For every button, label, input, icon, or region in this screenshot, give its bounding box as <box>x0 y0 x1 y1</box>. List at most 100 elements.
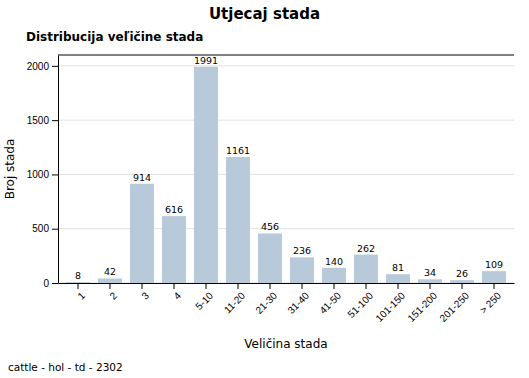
y-tick: 0 <box>43 278 58 289</box>
data-label: 26 <box>456 268 468 279</box>
grid-line <box>58 65 514 66</box>
x-tick-label: 51-100 <box>345 290 375 320</box>
y-tick-mark <box>52 174 58 175</box>
x-tick-mark <box>174 283 175 289</box>
bar <box>194 67 218 283</box>
grid-line <box>58 283 514 284</box>
bar <box>418 279 442 283</box>
data-label: 140 <box>325 256 343 267</box>
y-tick-mark <box>52 229 58 230</box>
y-axis-line <box>58 56 59 284</box>
bar <box>354 255 378 283</box>
x-tick-label: 31-40 <box>285 290 311 316</box>
grid-line <box>58 174 514 175</box>
y-tick: 2000 <box>27 61 58 72</box>
x-tick-mark <box>302 283 303 289</box>
x-axis: 1 2 3 4 5-10 11-2021-3031-4041-5051-100101-15… <box>59 283 515 324</box>
subtitle: Distribucija veľičine stada <box>26 30 203 44</box>
x-tick: 1 <box>75 283 87 302</box>
data-label: 1991 <box>194 55 218 66</box>
x-tick: 151-200 <box>405 283 439 324</box>
x-tick: 51-100 <box>345 283 375 320</box>
x-tick-mark <box>494 283 495 289</box>
data-label: 81 <box>392 262 404 273</box>
y-tick-label: 1500 <box>27 115 50 126</box>
x-tick: 101-150 <box>373 283 407 324</box>
y-tick-label: 0 <box>43 278 49 289</box>
bar <box>322 268 346 283</box>
x-tick-mark <box>238 283 239 289</box>
y-tick-label: 2000 <box>27 61 50 72</box>
bar <box>290 257 314 283</box>
y-tick-label: 1000 <box>27 169 50 180</box>
y-tick: 1500 <box>27 115 58 126</box>
x-tick-mark <box>366 283 367 289</box>
bar <box>482 271 506 283</box>
data-label: 456 <box>261 221 279 232</box>
y-tick-label: 500 <box>32 223 49 234</box>
x-tick: 41-50 <box>317 283 343 316</box>
x-tick-mark <box>398 283 399 289</box>
chart: 8429146161991116145623614026281342610912… <box>0 0 529 378</box>
data-label: 42 <box>104 266 116 277</box>
x-tick-mark <box>142 283 143 289</box>
x-tick-label: 201-250 <box>437 290 471 324</box>
x-tick-label: 2 <box>107 290 119 302</box>
x-tick-mark <box>462 283 463 289</box>
bar <box>98 278 122 283</box>
x-tick-label: 1 <box>75 290 87 302</box>
y-axis-title: Broj stada <box>3 139 17 200</box>
x-tick: 201-250 <box>437 283 471 324</box>
x-tick-label: 101-150 <box>373 290 407 324</box>
bar <box>226 157 250 283</box>
grid-line <box>58 120 514 121</box>
data-label: 262 <box>357 243 375 254</box>
y-tick-mark <box>52 66 58 67</box>
x-tick-label: 21-30 <box>253 290 279 316</box>
data-labels: 84291461619911161456236140262813426109 <box>75 55 503 281</box>
data-label: 34 <box>424 267 436 278</box>
footnote: cattle - hol - td - 2302 <box>8 361 123 373</box>
x-tick-label: 151-200 <box>405 290 439 324</box>
x-tick-label: 3 <box>139 290 151 302</box>
x-tick-mark <box>334 283 335 289</box>
data-label: 109 <box>485 259 503 270</box>
x-tick: 3 <box>139 283 151 302</box>
y-tick-mark <box>52 283 58 284</box>
x-tick: 31-40 <box>285 283 311 316</box>
bar <box>130 184 154 283</box>
grid <box>58 66 514 283</box>
bar <box>162 216 186 283</box>
title: Utjecaj stada <box>209 5 320 23</box>
plot-frame-top <box>58 55 514 56</box>
bar <box>386 274 410 283</box>
y-tick: 500 <box>32 223 58 234</box>
data-label: 1161 <box>226 145 250 156</box>
x-tick: 2 <box>107 283 119 302</box>
grid-line <box>58 228 514 229</box>
x-tick: 4 <box>171 283 183 302</box>
plot: 8429146161991116145623614026281342610912… <box>27 55 515 324</box>
bar <box>258 233 282 283</box>
x-tick-mark <box>270 283 271 289</box>
x-tick-label: 5-10 <box>193 290 215 312</box>
x-tick-label: > 250 <box>478 290 504 316</box>
bars <box>66 67 506 283</box>
x-axis-line <box>59 283 515 284</box>
y-axis: 0 500 1000 1500 2000 <box>27 56 59 289</box>
y-tick-mark <box>52 120 58 121</box>
x-axis-title: Veličina stada <box>244 337 327 351</box>
data-label: 914 <box>133 172 151 183</box>
x-tick-label: 4 <box>171 290 183 302</box>
x-tick-mark <box>206 283 207 289</box>
x-tick: > 250 <box>478 283 504 316</box>
x-tick: 5-10 <box>193 283 215 312</box>
x-tick-mark <box>430 283 431 289</box>
x-tick-label: 11-20 <box>222 290 248 316</box>
x-tick: 11-20 <box>222 283 248 315</box>
x-tick-label: 41-50 <box>317 290 343 316</box>
x-tick-mark <box>110 283 111 289</box>
x-tick: 21-30 <box>253 283 279 316</box>
y-tick: 1000 <box>27 169 58 180</box>
data-label: 616 <box>165 204 183 215</box>
